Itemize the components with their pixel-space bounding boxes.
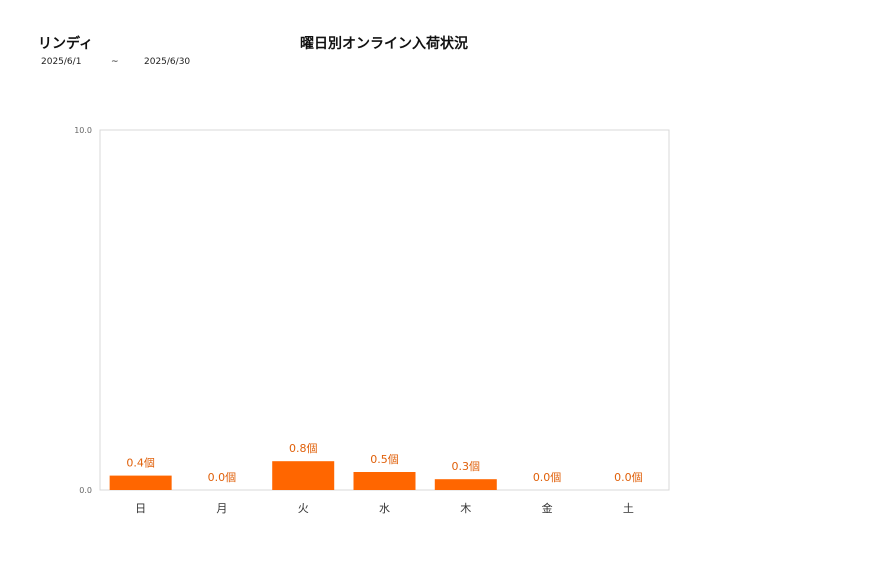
brand-title: リンディ [38, 36, 94, 52]
data-label: 0.0個 [208, 471, 237, 484]
y-tick-label: 0.0 [79, 486, 92, 495]
bar [353, 472, 416, 490]
date-from: 2025/6/1 [41, 57, 82, 67]
bar [434, 479, 497, 490]
x-tick-label: 水 [379, 502, 390, 515]
plot-frame [99, 129, 670, 491]
data-label: 0.0個 [614, 471, 643, 484]
data-label: 0.4個 [126, 457, 155, 470]
date-to: 2025/6/30 [144, 57, 191, 67]
data-label: 0.3個 [452, 460, 481, 473]
x-tick-label: 月 [216, 502, 227, 515]
bar [272, 461, 335, 490]
y-tick-label: 10.0 [74, 126, 92, 135]
data-label: 0.5個 [370, 453, 399, 466]
x-tick-label: 金 [542, 501, 553, 515]
x-tick-label: 木 [460, 502, 471, 515]
bar [109, 475, 172, 490]
x-tick-label: 土 [623, 502, 634, 515]
chart-title: 曜日別オンライン入荷状況 [300, 36, 468, 52]
date-separator: ~ [111, 57, 119, 67]
x-tick-label: 日 [135, 502, 146, 515]
data-label: 0.0個 [533, 471, 562, 484]
data-label: 0.8個 [289, 442, 318, 455]
x-tick-label: 火 [298, 502, 309, 515]
